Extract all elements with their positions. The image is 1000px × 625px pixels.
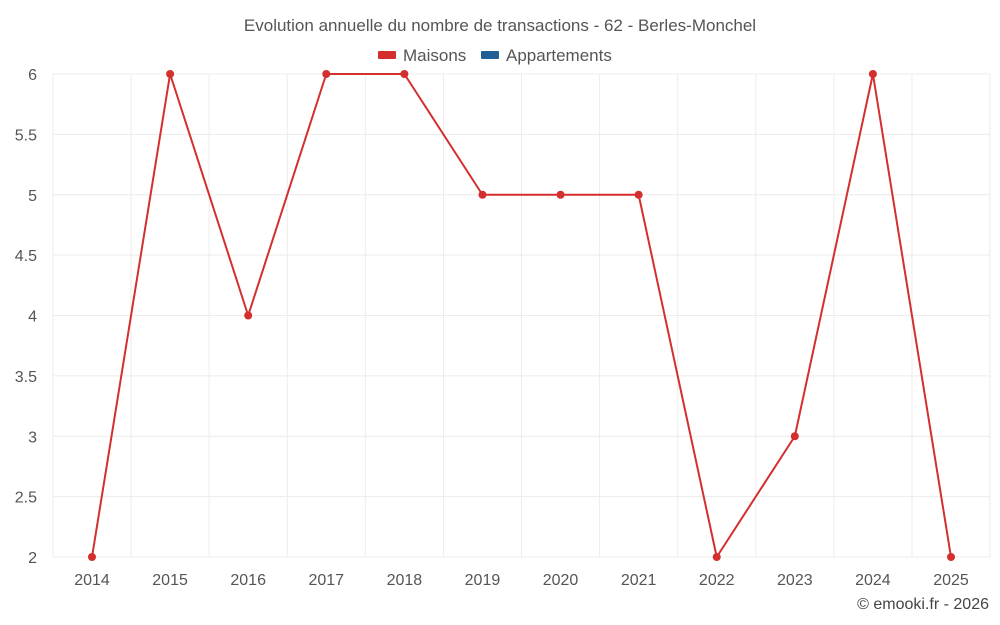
data-point[interactable] bbox=[400, 70, 409, 78]
y-tick-label: 6 bbox=[28, 67, 37, 84]
y-tick-label: 2.5 bbox=[15, 490, 37, 507]
x-tick-label: 2019 bbox=[465, 572, 501, 589]
x-tick-label: 2023 bbox=[777, 572, 813, 589]
y-tick-label: 5.5 bbox=[15, 127, 37, 144]
data-point[interactable] bbox=[166, 70, 175, 78]
data-point[interactable] bbox=[478, 190, 487, 199]
y-tick-label: 4.5 bbox=[15, 248, 37, 265]
credit-text: © emooki.fr - 2026 bbox=[857, 596, 989, 613]
x-tick-label: 2025 bbox=[933, 572, 969, 589]
legend-label-appartements: Appartements bbox=[506, 46, 612, 65]
x-axis: 2014 2015 2016 2017 2018 2019 2020 2021 2022 2023… bbox=[74, 572, 969, 589]
data-point[interactable] bbox=[868, 70, 877, 78]
grid bbox=[52, 73, 991, 558]
y-tick-label: 5 bbox=[28, 188, 37, 205]
y-tick-label: 2 bbox=[28, 550, 37, 567]
legend-item-maisons[interactable]: Maisons bbox=[378, 46, 466, 65]
y-tick-label: 3.5 bbox=[15, 369, 37, 386]
data-point[interactable] bbox=[712, 553, 721, 561]
legend-label-maisons: Maisons bbox=[403, 46, 466, 65]
x-tick-label: 2015 bbox=[152, 572, 188, 589]
data-point[interactable] bbox=[322, 70, 331, 78]
x-tick-label: 2017 bbox=[308, 572, 344, 589]
legend-swatch-maisons bbox=[378, 51, 396, 59]
data-point[interactable] bbox=[556, 190, 565, 199]
y-tick-label: 4 bbox=[28, 309, 37, 326]
x-tick-label: 2020 bbox=[543, 572, 579, 589]
series-layer bbox=[88, 70, 955, 561]
data-point[interactable] bbox=[244, 311, 253, 320]
x-tick-label: 2021 bbox=[621, 572, 657, 589]
x-tick-label: 2014 bbox=[74, 572, 110, 589]
y-tick-label: 3 bbox=[28, 429, 37, 446]
data-point[interactable] bbox=[88, 553, 96, 561]
legend-swatch-appartements bbox=[481, 51, 499, 59]
x-tick-label: 2022 bbox=[699, 572, 735, 589]
data-point[interactable] bbox=[634, 190, 643, 199]
legend-item-appartements[interactable]: Appartements bbox=[481, 46, 612, 65]
chart-title: Evolution annuelle du nombre de transact… bbox=[244, 16, 756, 35]
y-axis: 2 2.5 3 3.5 4 4.5 5 5.5 6 bbox=[15, 67, 37, 567]
legend: Maisons Appartements bbox=[378, 46, 612, 65]
x-tick-label: 2024 bbox=[855, 572, 891, 589]
x-tick-label: 2016 bbox=[230, 572, 266, 589]
data-point[interactable] bbox=[790, 432, 799, 441]
data-point[interactable] bbox=[947, 553, 955, 561]
x-tick-label: 2018 bbox=[387, 572, 423, 589]
series-line-maisons bbox=[91, 73, 952, 558]
